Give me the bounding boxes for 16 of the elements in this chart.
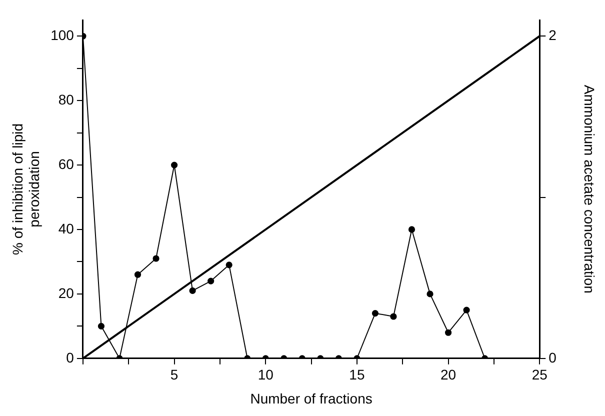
y-tick-label: 100 xyxy=(50,26,74,43)
x-tick-label: 5 xyxy=(170,366,178,383)
x-tick-label: 10 xyxy=(258,366,274,383)
y-axis-title: % of inhibition of lipid peroxidation xyxy=(9,123,42,255)
y2-axis-title: Ammonium acetate concentration xyxy=(582,84,598,294)
y-tick-label: 0 xyxy=(66,349,74,366)
y2-tick-label: 2 xyxy=(548,26,557,43)
y2-tick-label: 0 xyxy=(548,349,557,366)
y-tick-label: 40 xyxy=(58,220,74,236)
x-tick-label: 25 xyxy=(532,366,548,383)
y-tick-label: 60 xyxy=(58,156,74,172)
x-tick-label: 20 xyxy=(440,366,456,383)
x-axis-title: Number of fractions xyxy=(250,390,372,406)
x-tick-label: 15 xyxy=(349,366,365,383)
y-tick-label: 80 xyxy=(58,91,74,108)
y-tick-label: 20 xyxy=(58,284,74,301)
